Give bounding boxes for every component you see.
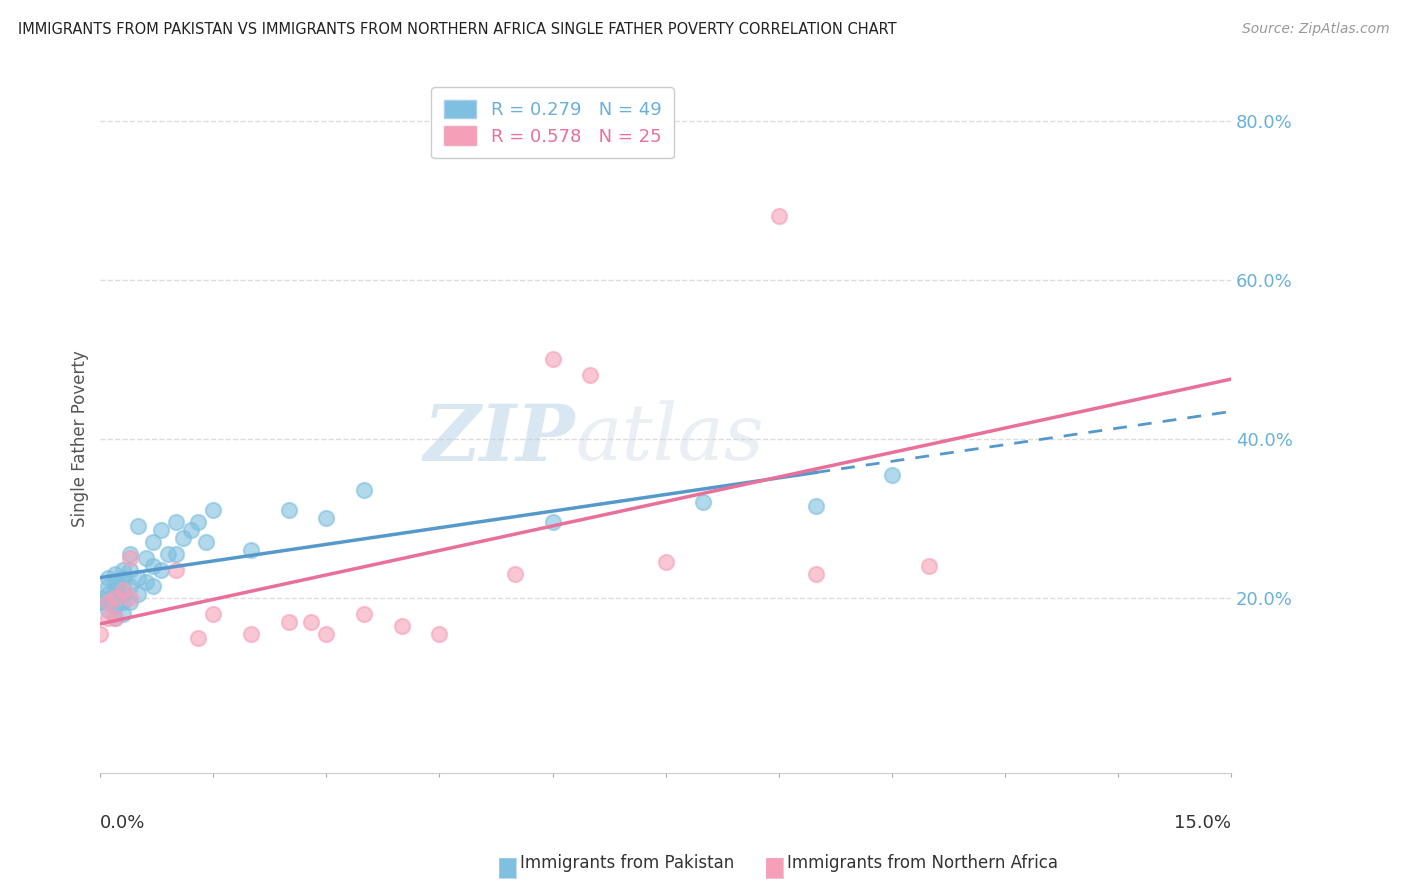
Point <box>187 631 209 645</box>
Point <box>187 515 209 529</box>
Point <box>172 531 194 545</box>
Point <box>89 595 111 609</box>
Point <box>165 515 187 529</box>
Point <box>120 595 142 609</box>
Text: Source: ZipAtlas.com: Source: ZipAtlas.com <box>1241 22 1389 37</box>
Point <box>104 591 127 605</box>
Point <box>97 571 120 585</box>
Point <box>97 603 120 617</box>
Point <box>104 610 127 624</box>
Point <box>692 495 714 509</box>
Point <box>97 595 120 609</box>
Point <box>806 566 828 581</box>
Point <box>180 523 202 537</box>
Point <box>104 566 127 581</box>
Legend: R = 0.279   N = 49, R = 0.578   N = 25: R = 0.279 N = 49, R = 0.578 N = 25 <box>432 87 673 158</box>
Point <box>120 551 142 566</box>
Point <box>135 574 157 589</box>
Point <box>111 595 134 609</box>
Point <box>541 515 564 529</box>
Text: Immigrants from Northern Africa: Immigrants from Northern Africa <box>787 855 1059 872</box>
Point <box>104 574 127 589</box>
Point <box>880 467 903 482</box>
Point <box>768 209 790 223</box>
Point <box>97 587 120 601</box>
Point <box>202 503 225 517</box>
Point <box>142 535 165 549</box>
Point <box>315 511 337 525</box>
Point <box>111 563 134 577</box>
Point <box>353 607 375 621</box>
Point <box>165 547 187 561</box>
Point <box>202 607 225 621</box>
Point <box>391 618 413 632</box>
Point <box>149 523 172 537</box>
Point <box>353 483 375 498</box>
Text: 15.0%: 15.0% <box>1174 814 1230 832</box>
Point <box>120 579 142 593</box>
Point <box>149 563 172 577</box>
Y-axis label: Single Father Poverty: Single Father Poverty <box>72 351 89 527</box>
Point <box>918 559 941 574</box>
Point <box>806 500 828 514</box>
Point <box>104 591 127 605</box>
Point <box>654 555 676 569</box>
Point <box>240 543 263 558</box>
Point <box>240 626 263 640</box>
Point <box>104 582 127 597</box>
Point <box>111 607 134 621</box>
Point <box>135 551 157 566</box>
Text: Immigrants from Pakistan: Immigrants from Pakistan <box>520 855 734 872</box>
Point <box>111 571 134 585</box>
Point <box>429 626 451 640</box>
Point <box>127 519 149 533</box>
Point <box>299 615 322 629</box>
Point <box>142 559 165 574</box>
Point <box>541 352 564 367</box>
Point <box>277 503 299 517</box>
Point <box>127 587 149 601</box>
Point <box>89 591 111 605</box>
Text: 0.0%: 0.0% <box>100 814 146 832</box>
Point <box>104 610 127 624</box>
Point <box>104 599 127 613</box>
Point <box>157 547 180 561</box>
Text: atlas: atlas <box>575 401 763 477</box>
Point <box>120 591 142 605</box>
Point <box>97 610 120 624</box>
Point <box>127 571 149 585</box>
Point <box>165 563 187 577</box>
Point <box>194 535 217 549</box>
Point <box>97 579 120 593</box>
Point <box>111 587 134 601</box>
Point <box>120 547 142 561</box>
Point <box>120 563 142 577</box>
Point <box>579 368 602 383</box>
Point <box>111 582 134 597</box>
Text: ZIP: ZIP <box>423 401 575 477</box>
Point <box>97 595 120 609</box>
Point <box>503 566 526 581</box>
Point <box>89 626 111 640</box>
Point <box>315 626 337 640</box>
Text: IMMIGRANTS FROM PAKISTAN VS IMMIGRANTS FROM NORTHERN AFRICA SINGLE FATHER POVERT: IMMIGRANTS FROM PAKISTAN VS IMMIGRANTS F… <box>18 22 897 37</box>
Point <box>111 579 134 593</box>
Point <box>277 615 299 629</box>
Point <box>142 579 165 593</box>
